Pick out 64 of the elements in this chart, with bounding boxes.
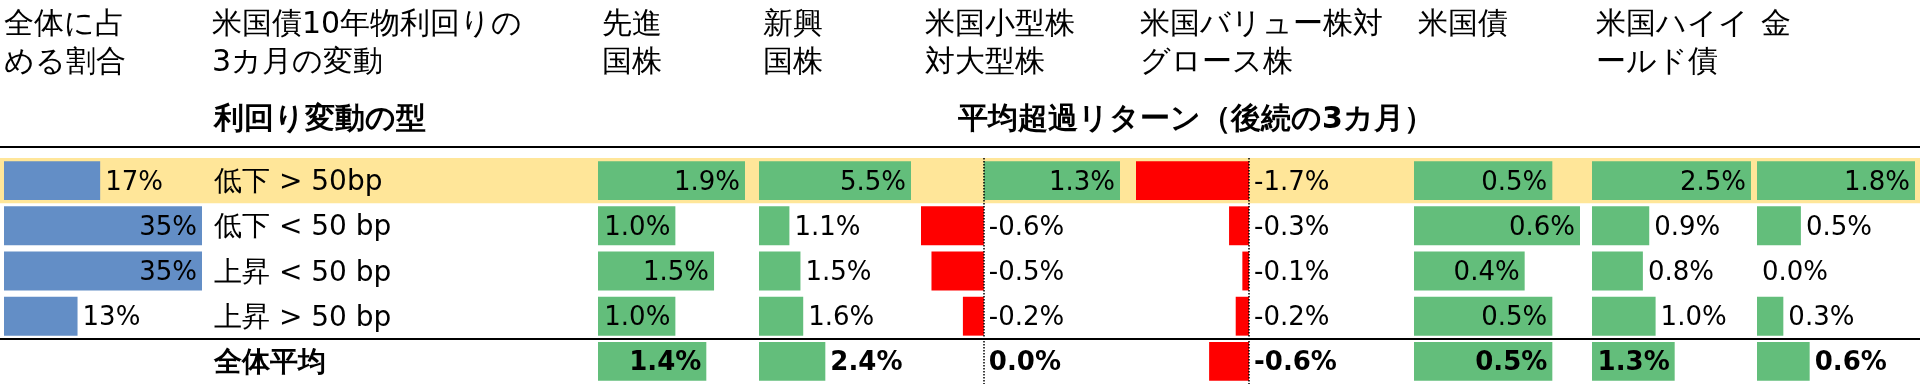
data-label: 1.0% [1660, 301, 1727, 332]
data-label: 1.3% [1597, 346, 1670, 377]
data-label: -0.1% [1254, 256, 1330, 286]
data-label: 1.0% [604, 210, 671, 241]
chart-subtitle: 平均超過リターン（後続の3カ月） [958, 99, 1434, 137]
chart-title: 米国ハイイールド債 [1596, 4, 1750, 80]
data-label: 35% [139, 256, 197, 286]
data-label: 2.5% [1679, 165, 1746, 196]
data-label: -0.2% [988, 301, 1065, 332]
data-label: 0.0% [988, 346, 1061, 377]
y-tick-label: 低下 < 50 bp [214, 209, 392, 243]
data-label: -1.7% [1254, 165, 1330, 196]
data-label: 1.0% [604, 301, 671, 332]
data-label: 13% [82, 301, 141, 332]
data-label: 0.0% [1762, 256, 1829, 286]
data-label: -0.5% [988, 256, 1065, 286]
data-label: -0.2% [1254, 301, 1330, 332]
data-label: 0.5% [1475, 346, 1548, 377]
bar [1592, 296, 1656, 336]
y-axis-title: 米国債10年物利回りの3カ月の変動 [212, 4, 524, 80]
chart-title: 金 [1761, 4, 1792, 42]
bar [1757, 206, 1801, 246]
data-label: 1.5% [642, 256, 710, 286]
y-tick-label: 全体平均 [213, 344, 326, 378]
y-tick-label: 上昇 < 50 bp [214, 254, 392, 288]
data-label: 0.8% [1647, 256, 1714, 286]
data-label: 0.4% [1453, 256, 1520, 286]
text: 利回り変動の型 [214, 99, 426, 137]
data-label: 17% [105, 165, 163, 196]
bar [759, 251, 801, 291]
data-label: 1.1% [794, 210, 861, 241]
data-label: -0.3% [1254, 210, 1330, 241]
y-tick-label: 上昇 > 50 bp [214, 299, 392, 333]
bar [1757, 341, 1810, 381]
bar [1592, 251, 1643, 291]
chart-title: 先進国株 [602, 4, 663, 80]
data-label: 0.9% [1654, 210, 1721, 241]
bar [1757, 296, 1784, 336]
data-label: 35% [139, 210, 197, 241]
data-label: 0.6% [1508, 210, 1575, 241]
data-label: -0.6% [1254, 346, 1337, 377]
chart-title: 全体に占める割合 [4, 4, 127, 80]
chart-title: 米国バリュー株対グロース株 [1140, 4, 1384, 80]
data-label: 0.3% [1788, 301, 1855, 332]
data-label: 5.5% [839, 165, 906, 196]
data-label: 1.6% [808, 301, 875, 332]
data-label: 0.5% [1481, 165, 1548, 196]
data-label: 1.4% [629, 346, 702, 377]
chart-title: 新興国株 [763, 4, 824, 80]
chart-title: 米国債 [1418, 4, 1509, 42]
data-label: -0.6% [988, 210, 1065, 241]
data-label: 1.9% [673, 165, 740, 196]
bar [759, 341, 826, 381]
data-label: 0.5% [1481, 301, 1548, 332]
y-tick-label: 低下 > 50bp [214, 164, 383, 198]
data-label: 1.3% [1048, 165, 1115, 196]
data-label: 1.8% [1843, 165, 1910, 196]
bar [759, 296, 804, 336]
data-label: 0.6% [1814, 346, 1887, 377]
bar [759, 206, 790, 246]
data-label: 2.4% [830, 346, 903, 377]
data-label: 1.5% [805, 256, 872, 286]
data-label: 0.5% [1805, 210, 1872, 241]
chart-title: 米国小型株対大型株 [925, 4, 1076, 80]
